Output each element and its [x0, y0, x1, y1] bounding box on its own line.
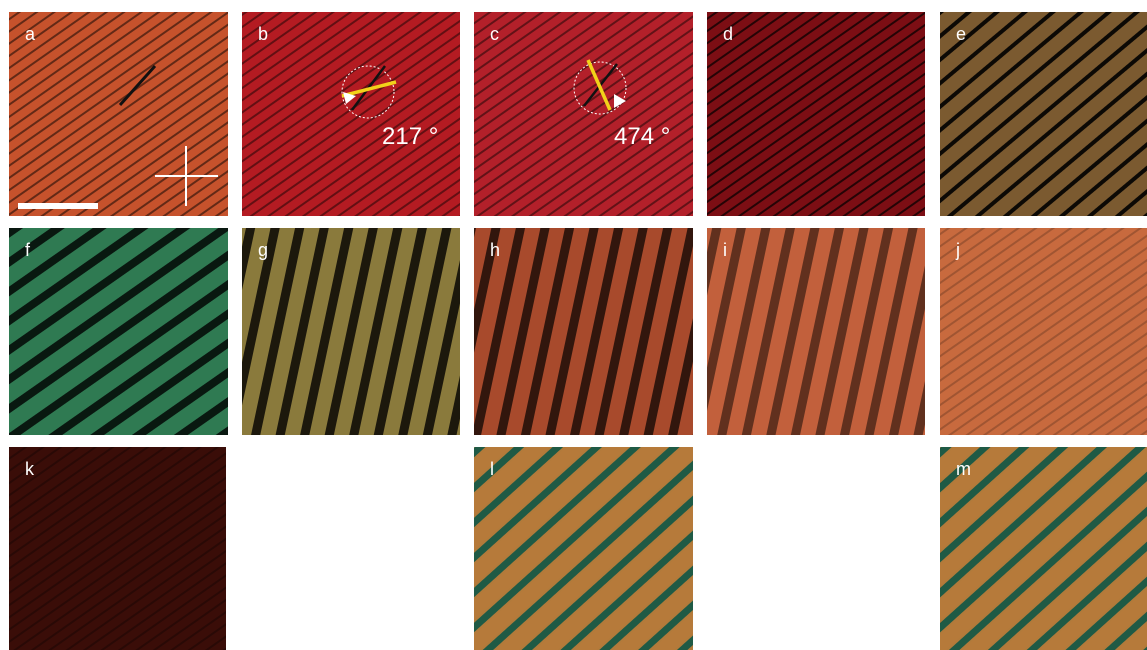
panel: k	[9, 447, 226, 650]
panel: d	[707, 12, 925, 216]
panel: f	[9, 228, 228, 435]
panel: c 474 °	[474, 12, 693, 216]
panel: g	[242, 228, 460, 435]
panel-label: b	[258, 24, 268, 44]
panel-texture	[242, 228, 460, 435]
panel-texture	[474, 228, 693, 435]
panel: e	[940, 12, 1147, 216]
panel-label: e	[956, 24, 966, 44]
panel-label: a	[25, 24, 36, 44]
angle-annotation: 217 °	[382, 123, 438, 150]
scale-bar	[18, 203, 98, 209]
angle-annotation: 474 °	[614, 123, 670, 150]
panel-label: l	[490, 459, 494, 479]
panel-label: d	[723, 24, 733, 44]
panel-label: j	[955, 240, 960, 260]
panel: h	[474, 228, 693, 435]
panel-texture	[9, 447, 226, 650]
panel: b 217 °	[242, 12, 460, 216]
panel-texture	[474, 12, 693, 216]
panel-label: k	[25, 459, 35, 479]
panel-texture	[474, 447, 693, 650]
panel: i	[707, 228, 925, 435]
panel-texture	[940, 12, 1147, 216]
panel-label: i	[723, 240, 727, 260]
panel: m	[940, 447, 1147, 650]
panel-texture	[9, 12, 228, 216]
panel-label: c	[490, 24, 499, 44]
panel-texture	[940, 228, 1147, 435]
panel-label: m	[956, 459, 971, 479]
panel-texture	[9, 228, 228, 435]
panel-texture	[940, 447, 1147, 650]
figure: a b 217 ° c 474 ° d e f g h i j k l m	[0, 0, 1147, 650]
panel: a	[9, 12, 228, 216]
panel-texture	[707, 12, 925, 216]
panel-label: h	[490, 240, 500, 260]
panel: j	[940, 228, 1147, 435]
panel: l	[474, 447, 693, 650]
panel-texture	[242, 12, 460, 216]
panel-label: g	[258, 240, 268, 260]
panel-texture	[707, 228, 925, 435]
